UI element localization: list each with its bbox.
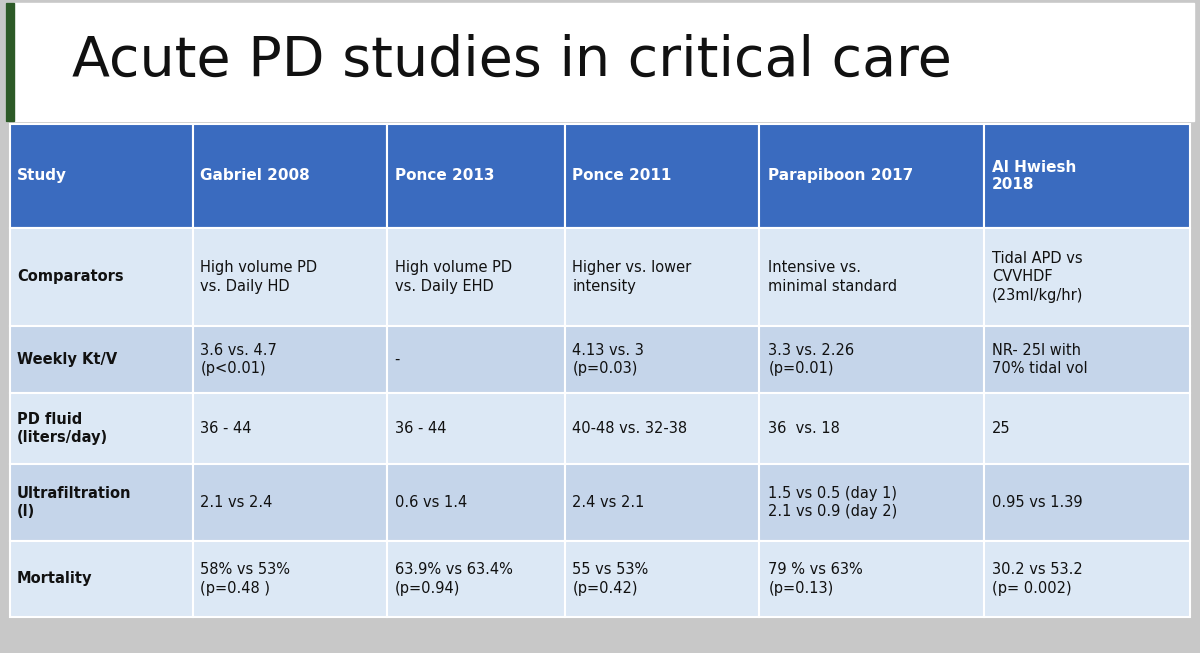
Text: 63.9% vs 63.4%
(p=0.94): 63.9% vs 63.4% (p=0.94) — [395, 562, 512, 596]
Bar — [388, 326, 564, 392]
Text: 0.6 vs 1.4: 0.6 vs 1.4 — [395, 495, 467, 510]
Bar — [10, 392, 193, 464]
Bar — [760, 392, 984, 464]
Text: 2.1 vs 2.4: 2.1 vs 2.4 — [200, 495, 272, 510]
Bar — [193, 326, 388, 392]
Bar — [760, 228, 984, 326]
Text: Parapiboon 2017: Parapiboon 2017 — [768, 168, 913, 183]
Bar — [193, 124, 388, 228]
Text: NR- 25l with
70% tidal vol: NR- 25l with 70% tidal vol — [992, 343, 1087, 376]
Bar — [388, 464, 564, 541]
Text: 36 - 44: 36 - 44 — [200, 421, 252, 436]
Text: 36 - 44: 36 - 44 — [395, 421, 446, 436]
Text: Intensive vs.
minimal standard: Intensive vs. minimal standard — [768, 260, 898, 294]
Text: Study: Study — [17, 168, 67, 183]
Text: 1.5 vs 0.5 (day 1)
2.1 vs 0.9 (day 2): 1.5 vs 0.5 (day 1) 2.1 vs 0.9 (day 2) — [768, 486, 898, 519]
Bar — [984, 541, 1190, 617]
Text: Higher vs. lower
intensity: Higher vs. lower intensity — [572, 260, 691, 294]
Bar — [564, 228, 760, 326]
Text: 25: 25 — [992, 421, 1010, 436]
Bar — [193, 228, 388, 326]
Text: 55 vs 53%
(p=0.42): 55 vs 53% (p=0.42) — [572, 562, 649, 596]
Bar — [10, 326, 193, 392]
Text: 40-48 vs. 32-38: 40-48 vs. 32-38 — [572, 421, 688, 436]
Bar — [984, 326, 1190, 392]
Bar — [10, 228, 193, 326]
Bar — [388, 228, 564, 326]
Bar — [388, 541, 564, 617]
Bar — [984, 464, 1190, 541]
Bar — [6, 3, 14, 121]
Text: Mortality: Mortality — [17, 571, 92, 586]
Text: Gabriel 2008: Gabriel 2008 — [200, 168, 310, 183]
Bar — [984, 228, 1190, 326]
Text: Al Hwiesh
2018: Al Hwiesh 2018 — [992, 159, 1076, 192]
Bar — [10, 541, 193, 617]
Text: Tidal APD vs
CVVHDF
(23ml/kg/hr): Tidal APD vs CVVHDF (23ml/kg/hr) — [992, 251, 1084, 303]
Bar — [193, 464, 388, 541]
Text: PD fluid
(liters/day): PD fluid (liters/day) — [17, 411, 108, 445]
Bar — [10, 124, 193, 228]
Text: Acute PD studies in critical care: Acute PD studies in critical care — [72, 33, 952, 88]
Text: 30.2 vs 53.2
(p= 0.002): 30.2 vs 53.2 (p= 0.002) — [992, 562, 1082, 596]
Bar — [760, 124, 984, 228]
Text: Weekly Kt/V: Weekly Kt/V — [17, 352, 118, 367]
Text: 58% vs 53%
(p=0.48 ): 58% vs 53% (p=0.48 ) — [200, 562, 290, 596]
Bar — [10, 464, 193, 541]
Bar — [564, 541, 760, 617]
Text: 3.3 vs. 2.26
(p=0.01): 3.3 vs. 2.26 (p=0.01) — [768, 343, 854, 376]
Bar — [760, 464, 984, 541]
Bar — [760, 326, 984, 392]
Text: 36  vs. 18: 36 vs. 18 — [768, 421, 840, 436]
Text: High volume PD
vs. Daily EHD: High volume PD vs. Daily EHD — [395, 260, 511, 294]
Text: Comparators: Comparators — [17, 270, 124, 285]
Text: 2.4 vs 2.1: 2.4 vs 2.1 — [572, 495, 644, 510]
Bar — [6, 3, 1194, 121]
Bar — [564, 464, 760, 541]
Text: 79 % vs 63%
(p=0.13): 79 % vs 63% (p=0.13) — [768, 562, 863, 596]
Bar — [984, 124, 1190, 228]
Bar — [564, 326, 760, 392]
Bar — [564, 392, 760, 464]
Text: Ponce 2011: Ponce 2011 — [572, 168, 672, 183]
Text: Ponce 2013: Ponce 2013 — [395, 168, 494, 183]
Text: Ultrafiltration
(l): Ultrafiltration (l) — [17, 486, 132, 519]
Bar — [760, 541, 984, 617]
Text: 0.95 vs 1.39: 0.95 vs 1.39 — [992, 495, 1082, 510]
Text: High volume PD
vs. Daily HD: High volume PD vs. Daily HD — [200, 260, 318, 294]
Bar — [388, 124, 564, 228]
Bar — [984, 392, 1190, 464]
Text: 4.13 vs. 3
(p=0.03): 4.13 vs. 3 (p=0.03) — [572, 343, 644, 376]
Text: -: - — [395, 352, 400, 367]
Bar — [193, 541, 388, 617]
Bar — [388, 392, 564, 464]
Bar — [564, 124, 760, 228]
Bar — [193, 392, 388, 464]
Text: 3.6 vs. 4.7
(p<0.01): 3.6 vs. 4.7 (p<0.01) — [200, 343, 277, 376]
